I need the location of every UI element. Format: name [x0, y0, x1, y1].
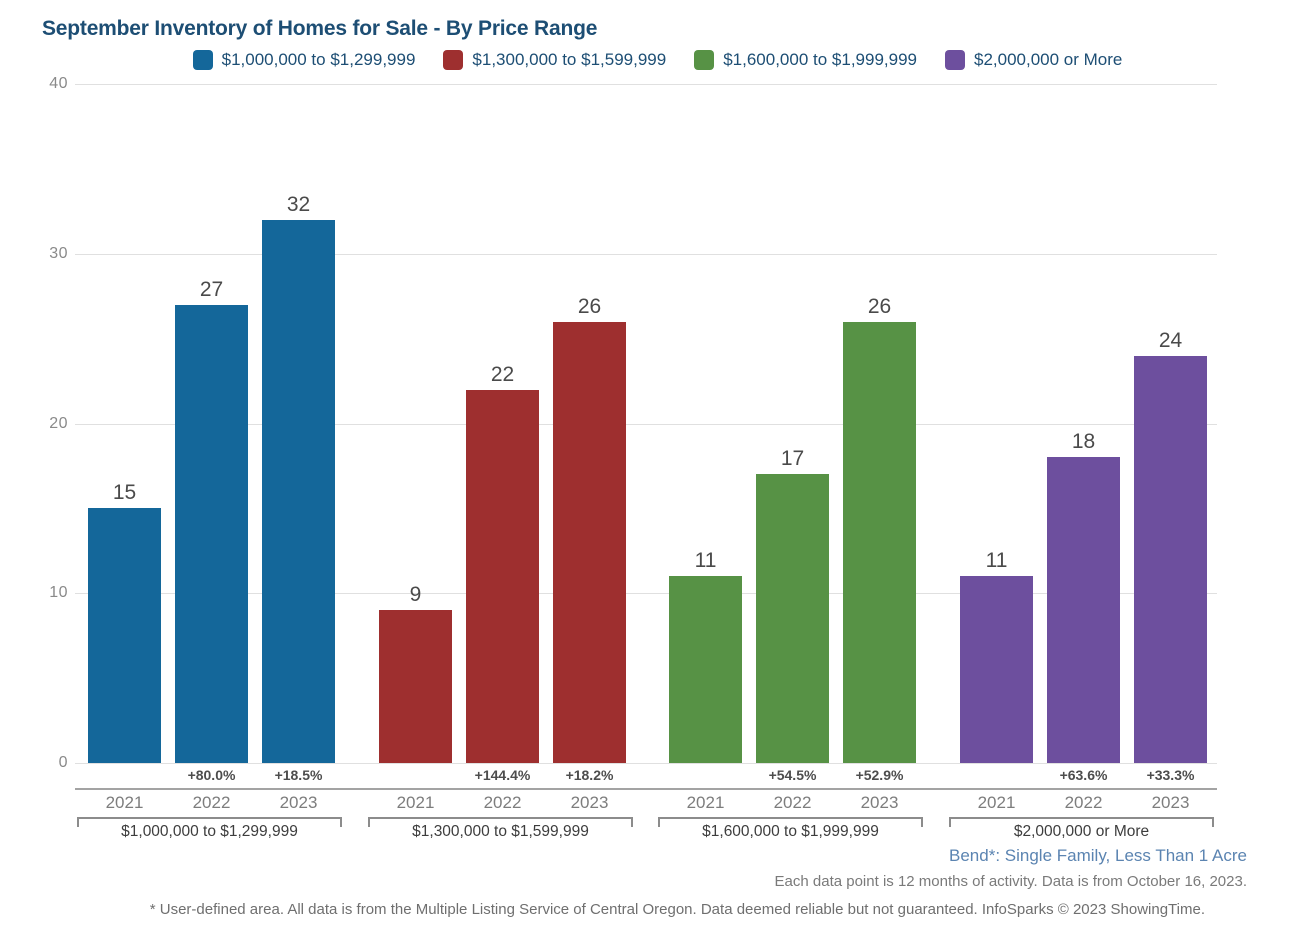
bar-2022[interactable]: [175, 305, 248, 763]
group-bracket: [77, 817, 342, 827]
pct-change-label: +52.9%: [855, 767, 904, 783]
year-label: 2022: [1064, 793, 1103, 812]
chart-title: September Inventory of Homes for Sale - …: [42, 17, 598, 40]
pct-change-label: +54.5%: [768, 767, 817, 783]
bar-2021[interactable]: [88, 508, 161, 763]
group-label: $1,600,000 to $1,999,999: [702, 823, 879, 840]
legend-label: $1,000,000 to $1,299,999: [221, 50, 416, 69]
year-label: 2023: [279, 793, 318, 812]
pct-change-label: +80.0%: [187, 767, 236, 783]
bar-value-label: 32: [286, 193, 311, 216]
bar-value-label: 27: [199, 278, 224, 301]
bar-value-label: 24: [1158, 329, 1183, 352]
bar-value-label: 15: [112, 481, 137, 504]
bar-2023[interactable]: [1134, 356, 1207, 763]
bar-value-label: 22: [490, 363, 515, 386]
bar-value-label: 26: [577, 295, 602, 318]
legend-item-2[interactable]: $1,300,000 to $1,599,999: [443, 50, 666, 70]
legend-item-3[interactable]: $1,600,000 to $1,999,999: [694, 50, 917, 70]
year-label: 2021: [105, 793, 144, 812]
group-bracket: [368, 817, 633, 827]
gridline: [75, 254, 1217, 255]
year-label: 2023: [1151, 793, 1190, 812]
bar-2021[interactable]: [960, 576, 1033, 763]
data-point-note: Each data point is 12 months of activity…: [774, 873, 1247, 890]
bar-2022[interactable]: [756, 474, 829, 763]
bar-2023[interactable]: [553, 322, 626, 763]
legend-label: $2,000,000 or More: [974, 50, 1123, 69]
gridline: [75, 593, 1217, 594]
bar-2023[interactable]: [843, 322, 916, 763]
legend-swatch: [945, 50, 965, 70]
y-tick-label: 30: [49, 245, 68, 262]
legend-label: $1,300,000 to $1,599,999: [472, 50, 667, 69]
bar-2022[interactable]: [1047, 457, 1120, 763]
bar-value-label: 9: [409, 583, 422, 606]
bar-2022[interactable]: [466, 390, 539, 763]
bar-value-label: 11: [985, 549, 1008, 572]
bar-group-3: 11 2021 17 +54.5% 2022 26 +52.9% 2023 $1,600,000…: [658, 84, 923, 944]
legend-swatch: [443, 50, 464, 70]
year-label: 2022: [773, 793, 812, 812]
pct-change-label: +144.4%: [474, 767, 531, 783]
bar-value-label: 18: [1071, 430, 1096, 453]
bar-value-label: 11: [694, 549, 717, 572]
gridline: [75, 424, 1217, 425]
chart-plot-area: 0 10 20 30 40 15 2021 27 +80.0% 2022 32 +18.5% 2023 $…: [49, 75, 1217, 944]
gridline: [75, 84, 1217, 85]
year-label: 2021: [977, 793, 1016, 812]
year-label: 2023: [570, 793, 609, 812]
group-bracket: [949, 817, 1214, 827]
y-tick-label: 10: [49, 584, 68, 601]
legend-label: $1,600,000 to $1,999,999: [723, 50, 917, 69]
legend-item-4[interactable]: $2,000,000 or More: [945, 50, 1122, 70]
bar-group-4: 11 2021 18 +63.6% 2022 24 +33.3% 2023 $2,000,000…: [949, 84, 1214, 944]
group-bracket: [658, 817, 923, 827]
bar-value-label: 17: [780, 447, 805, 470]
legend-item-1[interactable]: $1,000,000 to $1,299,999: [192, 50, 416, 70]
disclaimer-note: * User-defined area. All data is from th…: [149, 901, 1205, 918]
legend-swatch: [192, 50, 213, 70]
y-tick-label: 0: [58, 754, 68, 771]
area-note: Bend*: Single Family, Less Than 1 Acre: [949, 846, 1247, 865]
gridline: [75, 763, 1217, 764]
group-label: $1,300,000 to $1,599,999: [412, 823, 589, 840]
bar-value-label: 26: [867, 295, 892, 318]
pct-change-label: +33.3%: [1146, 767, 1195, 783]
legend-swatch: [694, 50, 715, 70]
group-label: $2,000,000 or More: [1013, 823, 1150, 840]
year-label: 2022: [192, 793, 231, 812]
bar-2021[interactable]: [669, 576, 742, 763]
bar-2021[interactable]: [379, 610, 452, 763]
bar-2023[interactable]: [262, 220, 335, 763]
legend: $1,000,000 to $1,299,999 $1,300,000 to $1…: [0, 50, 1315, 70]
y-tick-label: 40: [49, 75, 68, 92]
group-label: $1,000,000 to $1,299,999: [121, 823, 298, 840]
bar-group-2: 9 2021 22 +144.4% 2022 26 +18.2% 2023 $1,300,000…: [368, 84, 633, 944]
year-label: 2022: [483, 793, 522, 812]
year-label: 2021: [396, 793, 435, 812]
pct-change-label: +63.6%: [1059, 767, 1108, 783]
y-tick-label: 20: [49, 415, 68, 432]
pct-change-label: +18.5%: [274, 767, 323, 783]
bar-group-1: 15 2021 27 +80.0% 2022 32 +18.5% 2023 $1,000,000…: [77, 84, 342, 944]
x-axis-line: [75, 788, 1217, 790]
pct-change-label: +18.2%: [565, 767, 614, 783]
year-label: 2023: [860, 793, 899, 812]
year-label: 2021: [686, 793, 725, 812]
